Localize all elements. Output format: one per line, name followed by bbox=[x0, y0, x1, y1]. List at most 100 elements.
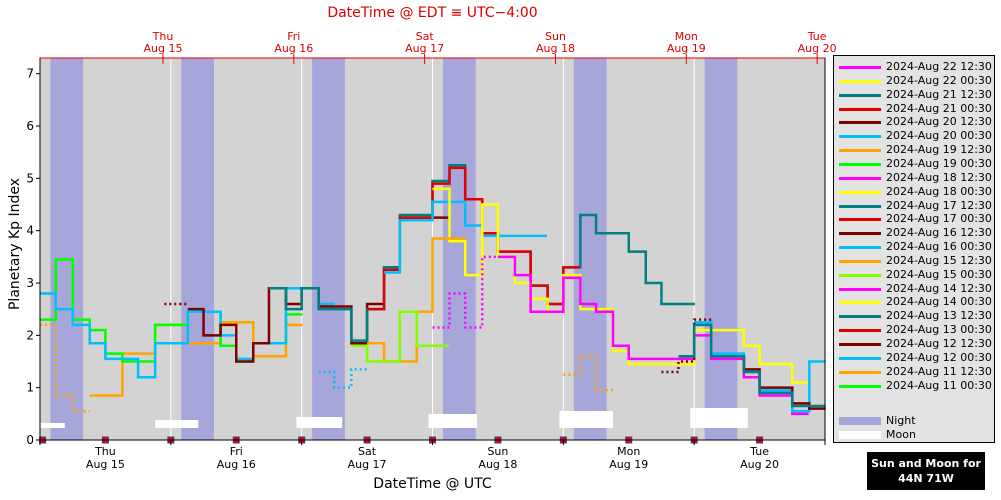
series-line-2 bbox=[40, 286, 336, 379]
sun-moon-line2: 44N 71W bbox=[898, 472, 954, 485]
legend-entry-label: 2024-Aug 18 12:30 bbox=[886, 170, 992, 184]
moon-bar-0 bbox=[40, 423, 65, 428]
legend-entry-label: 2024-Aug 12 12:30 bbox=[886, 337, 992, 350]
legend: 2024-Aug 22 12:30 2024-Aug 22 00:30 2024-A… bbox=[833, 55, 995, 443]
x-tick-day-3: Sun bbox=[487, 445, 508, 458]
y-tick-label-1: 1 bbox=[26, 381, 34, 395]
legend-entry-label: 2024-Aug 14 00:30 bbox=[886, 295, 992, 309]
moon-bar-3 bbox=[428, 414, 477, 428]
y-tick-label-5: 5 bbox=[26, 171, 34, 185]
legend-extra-label: Moon bbox=[886, 427, 916, 441]
y-axis-title: Planetary Kp Index bbox=[7, 178, 23, 311]
series-lines bbox=[40, 164, 826, 416]
series-line-10 bbox=[351, 310, 449, 363]
top-tick-day-5: Tue bbox=[807, 30, 827, 43]
legend-entry-10: 2024-Aug 17 12:30 bbox=[834, 199, 994, 213]
moon-bars bbox=[40, 408, 748, 428]
legend-entry-label: 2024-Aug 19 12:30 bbox=[886, 143, 992, 157]
legend-extra-swatch bbox=[839, 430, 881, 439]
legend-entry-2: 2024-Aug 21 12:30 bbox=[834, 88, 994, 102]
x-tick-date-3: Aug 18 bbox=[478, 458, 517, 471]
legend-entry-swatch bbox=[839, 218, 881, 222]
sun-moon-box: Sun and Moon for 44N 71W bbox=[867, 452, 985, 490]
legend-entry-label: 2024-Aug 11 00:30 bbox=[886, 378, 992, 392]
y-tick-label-6: 6 bbox=[26, 119, 34, 133]
y-axis-ticks: 0 1 2 3 4 5 6 7 bbox=[26, 67, 40, 447]
legend-entry-8: 2024-Aug 18 12:30 bbox=[834, 171, 994, 185]
moon-bar-5 bbox=[690, 408, 748, 428]
legend-entry-20: 2024-Aug 12 12:30 bbox=[834, 337, 994, 351]
legend-entry-swatch bbox=[839, 149, 881, 153]
legend-entry-label: 2024-Aug 19 00:30 bbox=[886, 156, 992, 170]
legend-entry-label: 2024-Aug 16 00:30 bbox=[886, 240, 992, 254]
legend-entry-swatch bbox=[839, 176, 881, 180]
top-tick-date-2: Aug 17 bbox=[405, 42, 444, 55]
moon-bar-4 bbox=[559, 411, 614, 428]
legend-entry-swatch bbox=[839, 93, 881, 97]
night-band-3 bbox=[442, 58, 476, 440]
legend-entry-swatch bbox=[839, 162, 881, 166]
x-axis-title: DateTime @ UTC bbox=[373, 476, 492, 492]
legend-entry-label: 2024-Aug 15 00:30 bbox=[886, 267, 992, 281]
legend-extra-1: Moon bbox=[834, 428, 994, 442]
legend-entry-label: 2024-Aug 17 00:30 bbox=[886, 212, 992, 226]
legend-extra-label: Night bbox=[886, 414, 916, 427]
legend-entry-label: 2024-Aug 22 12:30 bbox=[886, 60, 992, 73]
y-tick-label-4: 4 bbox=[26, 224, 34, 238]
legend-entry-13: 2024-Aug 16 00:30 bbox=[834, 240, 994, 254]
series-line-13 bbox=[678, 323, 826, 408]
legend-entry-label: 2024-Aug 22 00:30 bbox=[886, 73, 992, 87]
legend-entry-7: 2024-Aug 19 00:30 bbox=[834, 157, 994, 171]
legend-entry-swatch bbox=[839, 246, 881, 250]
top-tick-date-3: Aug 18 bbox=[536, 42, 575, 55]
legend-extra-swatch bbox=[839, 417, 881, 425]
legend-entry-swatch bbox=[839, 356, 881, 360]
legend-entry-19: 2024-Aug 13 00:30 bbox=[834, 323, 994, 337]
legend-entry-swatch bbox=[839, 66, 881, 69]
x-tick-date-5: Aug 20 bbox=[740, 458, 779, 471]
top-tick-day-0: Thu bbox=[152, 30, 174, 43]
legend-entry-22: 2024-Aug 11 12:30 bbox=[834, 365, 994, 379]
legend-entry-14: 2024-Aug 15 12:30 bbox=[834, 254, 994, 268]
top-tick-date-0: Aug 15 bbox=[143, 42, 182, 55]
legend-entry-swatch bbox=[839, 273, 881, 277]
legend-entry-label: 2024-Aug 20 00:30 bbox=[886, 129, 992, 143]
top-axis-title: DateTime @ EDT ≡ UTC−4:00 bbox=[327, 5, 538, 21]
legend-entry-5: 2024-Aug 20 00:30 bbox=[834, 129, 994, 143]
legend-entry-swatch bbox=[839, 384, 881, 388]
legend-entry-label: 2024-Aug 21 00:30 bbox=[886, 101, 992, 115]
legend-entry-label: 2024-Aug 15 12:30 bbox=[886, 253, 992, 267]
legend-entry-swatch bbox=[839, 121, 881, 125]
legend-entry-swatch bbox=[839, 301, 881, 305]
night-bands bbox=[50, 58, 738, 440]
legend-entry-label: 2024-Aug 13 12:30 bbox=[886, 309, 992, 323]
series-line-6 bbox=[384, 200, 547, 274]
legend-entry-swatch bbox=[839, 135, 881, 139]
night-band-4 bbox=[573, 58, 607, 440]
legend-entry-label: 2024-Aug 12 00:30 bbox=[886, 350, 992, 364]
x-tick-day-2: Sat bbox=[358, 445, 377, 458]
legend-entry-4: 2024-Aug 20 12:30 bbox=[834, 115, 994, 129]
night-band-2 bbox=[312, 58, 345, 440]
legend-entry-swatch bbox=[839, 315, 881, 319]
y-tick-label-7: 7 bbox=[26, 67, 34, 81]
legend-entry-23: 2024-Aug 11 00:30 bbox=[834, 379, 994, 393]
x-tick-date-1: Aug 16 bbox=[217, 458, 256, 471]
legend-entry-swatch bbox=[839, 107, 881, 111]
x-tick-day-1: Fri bbox=[230, 445, 243, 458]
top-tick-date-4: Aug 19 bbox=[667, 42, 706, 55]
x-tick-date-0: Aug 15 bbox=[86, 458, 125, 471]
top-tick-day-4: Mon bbox=[675, 30, 698, 43]
legend-entry-label: 2024-Aug 21 12:30 bbox=[886, 87, 992, 101]
series-line-8 bbox=[497, 255, 809, 416]
legend-entry-label: 2024-Aug 13 00:30 bbox=[886, 323, 992, 337]
x-tick-day-4: Mon bbox=[617, 445, 640, 458]
top-tick-date-1: Aug 16 bbox=[274, 42, 313, 55]
legend-entry-0: 2024-Aug 22 12:30 bbox=[834, 60, 994, 74]
x-tick-day-0: Thu bbox=[94, 445, 116, 458]
moon-bar-2 bbox=[296, 417, 343, 428]
legend-entry-swatch bbox=[839, 79, 881, 83]
